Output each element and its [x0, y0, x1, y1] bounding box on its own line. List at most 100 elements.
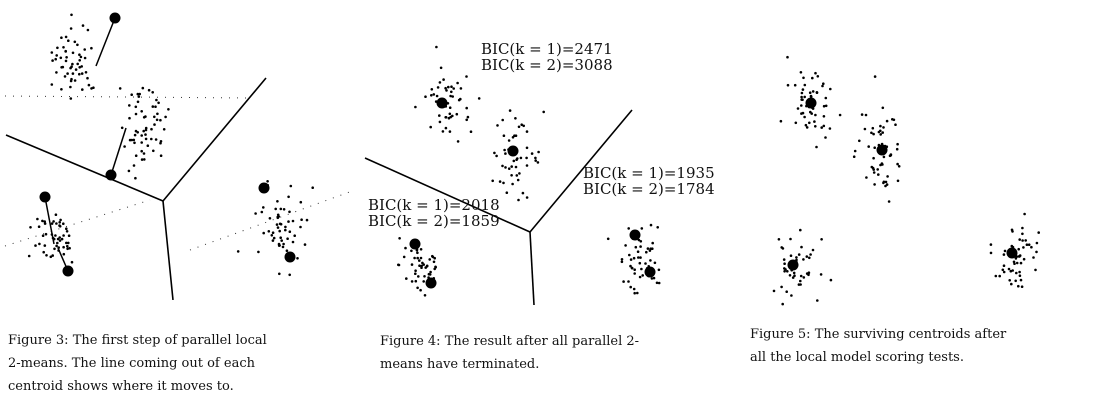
- scatter-point: [299, 225, 302, 229]
- scatter-point: [508, 109, 512, 112]
- scatter-point: [628, 253, 631, 257]
- scatter-point: [503, 148, 506, 152]
- scatter-point: [71, 62, 74, 66]
- scatter-point: [882, 180, 886, 184]
- scatter-point: [498, 180, 502, 183]
- scatter-point: [65, 56, 68, 59]
- scatter-point: [159, 154, 163, 157]
- scatter-point: [38, 242, 41, 246]
- scatter-point: [142, 116, 146, 119]
- centroid: [62, 265, 74, 277]
- scatter-point: [271, 231, 275, 234]
- scatter-point: [520, 123, 523, 126]
- bic-k1: BIC(k = 1)=2471: [481, 40, 613, 58]
- scatter-point: [853, 149, 857, 153]
- scatter-point: [92, 86, 95, 89]
- scatter-point: [803, 83, 807, 87]
- scatter-point: [70, 13, 73, 17]
- scatter-point: [287, 195, 290, 199]
- scatter-point: [432, 93, 436, 96]
- scatter-point: [456, 140, 460, 143]
- scatter-point: [428, 258, 431, 261]
- scatter-point: [42, 250, 45, 254]
- scatter-point: [796, 107, 800, 110]
- scatter-point: [138, 92, 141, 96]
- scatter-point: [465, 106, 468, 110]
- scatter-point: [451, 114, 454, 118]
- scatter-point: [1002, 264, 1006, 268]
- scatter-point: [780, 285, 783, 289]
- scatter-point: [69, 66, 72, 70]
- scatter-point: [429, 270, 432, 274]
- scatter-point: [455, 112, 459, 116]
- scatter-point: [27, 254, 31, 258]
- caption-line: means have terminated.: [380, 357, 540, 372]
- scatter-point: [63, 75, 67, 78]
- scatter-point: [510, 174, 513, 177]
- figure-3-points: [27, 13, 315, 277]
- scatter-point: [130, 93, 133, 96]
- scatter-point: [424, 95, 427, 98]
- scatter-point: [895, 147, 899, 151]
- centroid: [876, 144, 888, 156]
- scatter-point: [449, 94, 452, 98]
- scatter-point: [860, 113, 864, 116]
- scatter-point: [797, 253, 801, 256]
- scatter-point: [505, 191, 509, 194]
- scatter-point: [808, 91, 812, 94]
- scatter-point: [786, 270, 789, 273]
- scatter-point: [67, 234, 71, 237]
- bic-k2: BIC(k = 2)=1859: [368, 212, 500, 230]
- scatter-point: [1011, 230, 1014, 233]
- scatter-point: [153, 123, 156, 126]
- scatter-point: [58, 221, 61, 224]
- scatter-point: [276, 200, 279, 203]
- scatter-point: [60, 66, 63, 69]
- scatter-point: [438, 114, 441, 117]
- scatter-point: [282, 208, 286, 211]
- scatter-point: [820, 238, 823, 241]
- scatter-point: [81, 24, 85, 27]
- scatter-point: [457, 98, 461, 102]
- scatter-point: [881, 106, 885, 110]
- scatter-point: [650, 277, 654, 280]
- scatter-point: [154, 105, 157, 108]
- scatter-point: [1021, 226, 1024, 230]
- scatter-point: [786, 55, 789, 59]
- scatter-point: [649, 247, 652, 250]
- scatter-point: [78, 59, 81, 62]
- scatter-point: [64, 35, 68, 39]
- scatter-point: [414, 279, 418, 283]
- scatter-point: [807, 271, 811, 275]
- centroid: [39, 191, 51, 203]
- scatter-point: [786, 83, 790, 87]
- scatter-point: [414, 272, 417, 276]
- scatter-point: [1022, 257, 1026, 261]
- scatter-point: [789, 237, 792, 241]
- scatter-point: [68, 246, 71, 250]
- scatter-point: [867, 145, 870, 148]
- scatter-point: [413, 256, 416, 260]
- scatter-point: [873, 183, 876, 186]
- scatter-point: [79, 55, 83, 59]
- scatter-point: [803, 115, 806, 119]
- scatter-point: [808, 121, 811, 125]
- scatter-point: [156, 112, 159, 116]
- scatter-point: [639, 256, 642, 259]
- scatter-point: [820, 126, 823, 129]
- scatter-point: [620, 258, 624, 261]
- scatter-point: [281, 245, 285, 249]
- scatter-point: [268, 217, 272, 220]
- scatter-point: [123, 145, 126, 148]
- scatter-point: [525, 156, 528, 160]
- scatter-point: [150, 137, 153, 141]
- scatter-point: [496, 124, 499, 127]
- scatter-point: [83, 56, 87, 60]
- scatter-point: [822, 115, 826, 118]
- scatter-point: [167, 108, 170, 111]
- figure-4-centroids: [409, 97, 656, 289]
- scatter-point: [637, 256, 640, 259]
- scatter-point: [444, 126, 448, 130]
- scatter-point: [279, 222, 283, 226]
- scatter-point: [425, 264, 429, 268]
